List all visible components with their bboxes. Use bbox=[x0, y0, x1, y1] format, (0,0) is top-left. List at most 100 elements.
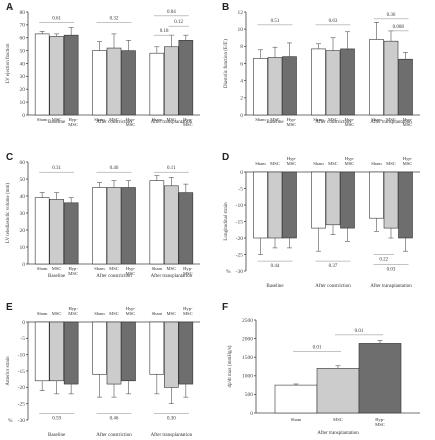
y-tick-label: 40 bbox=[20, 194, 26, 200]
category-label: Sham bbox=[152, 311, 163, 316]
y-tick-label: -30 bbox=[18, 418, 26, 424]
bar bbox=[106, 321, 122, 385]
bar bbox=[149, 52, 165, 116]
category-label: MSC bbox=[126, 122, 136, 127]
group-label: Baseline bbox=[48, 433, 66, 438]
category-label: MSC bbox=[126, 311, 136, 316]
y-tick-label: -20 bbox=[236, 236, 244, 242]
y-tick-label: 30 bbox=[20, 74, 26, 80]
category-label: Sham bbox=[371, 117, 382, 122]
category-label: Hyp- bbox=[68, 306, 78, 311]
category-label: MSC bbox=[52, 311, 62, 316]
panel-c: C 0 10 20 30 40 50 60 LV telediastolic volume (m… bbox=[6, 152, 200, 279]
category-label: MSC bbox=[126, 271, 136, 276]
group-label: After transplantation bbox=[151, 274, 193, 279]
category-label: MSC bbox=[386, 117, 396, 122]
p-value-label: 0.03 bbox=[387, 267, 396, 272]
p-value-label: 0.63 bbox=[329, 19, 338, 24]
category-label: Sham bbox=[152, 266, 163, 271]
y-tick-label: 6 bbox=[240, 61, 243, 67]
p-value-label: 0.37 bbox=[329, 264, 338, 269]
bar bbox=[369, 39, 384, 116]
p-value-label: 0.22 bbox=[379, 258, 388, 263]
category-label: Hyp- bbox=[287, 117, 297, 122]
category-label: MSC bbox=[287, 161, 297, 166]
panel-label: C bbox=[6, 152, 13, 163]
category-label: MSC bbox=[109, 266, 119, 271]
y-tick-label: 0 bbox=[22, 113, 25, 119]
category-label: MSC bbox=[68, 271, 78, 276]
bar bbox=[63, 202, 79, 265]
category-label: MSC bbox=[109, 117, 119, 122]
bar bbox=[92, 321, 107, 375]
bar bbox=[282, 56, 297, 116]
y-tick-label: 70 bbox=[20, 23, 26, 29]
category-label: MSC bbox=[109, 311, 119, 316]
category-label: Sham bbox=[94, 266, 105, 271]
category-label: MSC bbox=[375, 422, 385, 427]
category-label: MSC bbox=[270, 161, 280, 166]
y-tick-label: 2000 bbox=[242, 336, 253, 342]
y-tick-label: -5 bbox=[238, 186, 243, 192]
category-label: MSC bbox=[287, 122, 297, 127]
y-tick-label: 12 bbox=[238, 10, 244, 16]
category-label: MSC bbox=[52, 266, 62, 271]
category-label: MSC bbox=[183, 311, 193, 316]
group-label: After constriction bbox=[96, 120, 132, 125]
category-label: Hyp- bbox=[345, 156, 355, 161]
y-tick-label: 80 bbox=[20, 10, 26, 16]
y-tick-label: 0 bbox=[240, 170, 243, 176]
y-tick-label: 1000 bbox=[242, 374, 253, 380]
y-axis-label: Anterior strain bbox=[6, 356, 11, 386]
category-label: Hyp- bbox=[68, 266, 78, 271]
category-label: Hyp- bbox=[183, 266, 193, 271]
category-label: Sham bbox=[37, 311, 48, 316]
bar bbox=[274, 384, 318, 414]
y-tick-label: -15 bbox=[236, 219, 244, 225]
bar bbox=[383, 171, 399, 229]
y-tick-label: 60 bbox=[20, 160, 26, 166]
bar bbox=[311, 48, 326, 116]
panel-label: A bbox=[6, 2, 13, 13]
group-label: After transplantation bbox=[370, 120, 412, 125]
y-tick-label: 0 bbox=[240, 113, 243, 119]
category-label: Hyp- bbox=[403, 156, 413, 161]
bar bbox=[383, 40, 399, 116]
bar bbox=[49, 321, 64, 382]
category-label: Sham bbox=[313, 161, 324, 166]
bar bbox=[149, 321, 165, 375]
y-tick-label: 30 bbox=[20, 211, 26, 217]
y-axis-label: Longitudinal strain bbox=[224, 202, 229, 241]
p-value-label: 0.04 bbox=[167, 10, 176, 15]
bar bbox=[149, 180, 165, 265]
y-tick-label: 50 bbox=[20, 48, 26, 54]
y-tick-label: 60 bbox=[20, 36, 26, 42]
p-value-label: 0.59 bbox=[52, 416, 61, 421]
p-value-label: 0.18 bbox=[160, 29, 169, 34]
category-label: Hyp- bbox=[403, 117, 413, 122]
y-tick-label: 20 bbox=[20, 87, 26, 93]
bar bbox=[311, 171, 326, 229]
p-value-label: 0.11 bbox=[167, 166, 176, 171]
category-label: Hyp- bbox=[183, 306, 193, 311]
p-value-label: 0.30 bbox=[167, 416, 176, 421]
category-label: Sham bbox=[37, 266, 48, 271]
bar bbox=[267, 57, 283, 116]
category-label: MSC bbox=[328, 117, 338, 122]
bar bbox=[267, 171, 283, 239]
category-label: MSC bbox=[270, 117, 280, 122]
panel-label: D bbox=[222, 152, 229, 163]
y-tick-label: -10 bbox=[236, 203, 244, 209]
y-axis-label: LV telediastolic volume (mm) bbox=[6, 183, 11, 243]
category-label: Hyp- bbox=[183, 117, 193, 122]
category-label: MSC bbox=[183, 271, 193, 276]
category-label: Hyp- bbox=[287, 156, 297, 161]
p-value-label: 0.12 bbox=[174, 20, 183, 25]
category-label: Sham bbox=[152, 117, 163, 122]
y-tick-label: 8 bbox=[240, 44, 243, 50]
bar bbox=[398, 171, 413, 239]
group-label: After constriction bbox=[96, 274, 132, 279]
